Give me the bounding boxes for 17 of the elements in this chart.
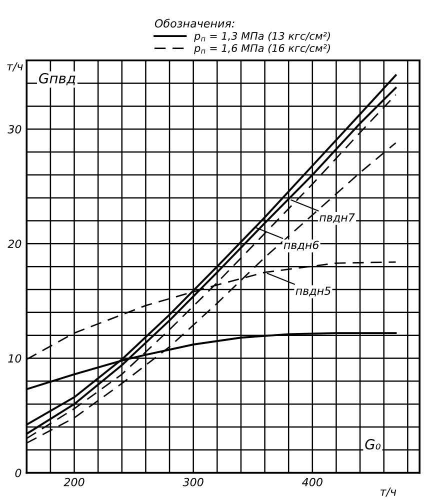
x-tick-label: 400	[302, 478, 322, 486]
annotation: G₀	[365, 439, 381, 450]
y-tick-label: 30	[8, 125, 22, 134]
annotation: пвдн7	[320, 213, 355, 224]
y-axis-title: т/ч	[7, 62, 23, 72]
annotation: пвдн5	[296, 286, 331, 296]
y-tick-label: 10	[8, 354, 22, 363]
y-tick-label: 0	[15, 468, 22, 478]
annotation: пвдн6	[284, 240, 319, 251]
x-tick-label: 300	[182, 478, 204, 486]
y-tick-label: 20	[8, 240, 22, 248]
legend-label: p$_{п}$ = 1,3 МПа (13 кгс/см²)	[194, 32, 330, 42]
annotation: Gпвд	[39, 72, 76, 86]
x-tick-label: 200	[64, 478, 84, 486]
legend-title: Обозначения:	[154, 18, 234, 28]
x-axis-title: т/ч	[380, 488, 396, 497]
legend-label: p$_{п}$ = 1,6 МПа (16 кгс/см²)	[194, 44, 330, 54]
